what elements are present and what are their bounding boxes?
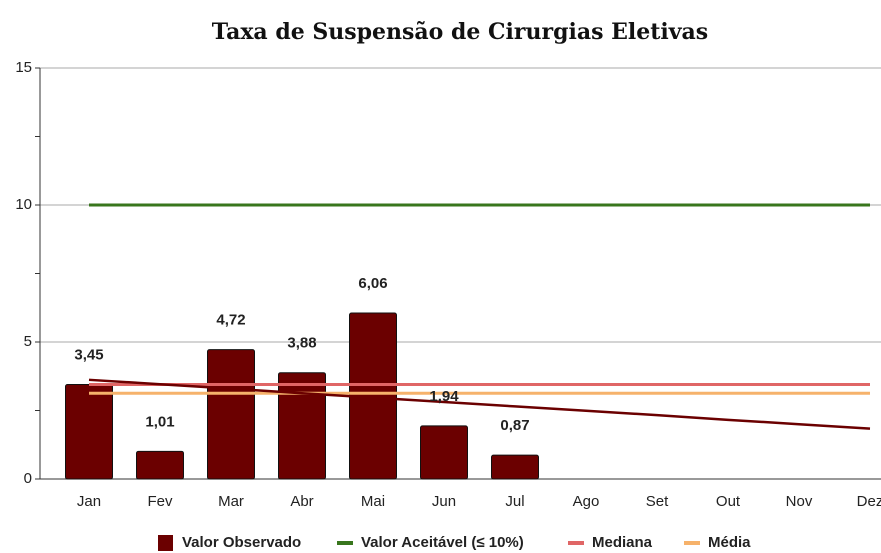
legend-label: Média	[708, 534, 751, 551]
value-label: 4,72	[216, 312, 245, 329]
bar	[207, 349, 255, 480]
legend-label: Valor Aceitável (≤ 10%)	[361, 534, 524, 551]
x-tick-label: Mai	[361, 493, 385, 510]
bar	[491, 454, 539, 480]
bar	[136, 450, 184, 480]
value-label: 6,06	[358, 275, 387, 292]
x-tick-label: Jun	[432, 493, 456, 510]
y-tick-label: 10	[15, 196, 32, 213]
legend-swatch	[158, 535, 173, 551]
x-tick-label: Fev	[147, 493, 173, 510]
bar	[278, 372, 326, 480]
x-tick-label: Ago	[573, 493, 600, 510]
x-tick-label: Jan	[77, 493, 101, 510]
x-tick-label: Mar	[218, 493, 244, 510]
value-label: 3,45	[74, 346, 103, 363]
legend-label: Valor Observado	[182, 534, 301, 551]
y-tick-label: 15	[15, 59, 32, 76]
legend-label: Mediana	[592, 534, 653, 551]
x-tick-label: Jul	[505, 493, 524, 510]
y-tick-label: 0	[24, 470, 32, 487]
value-label: 0,87	[500, 417, 529, 434]
y-tick-label: 5	[24, 333, 32, 350]
value-label: 1,94	[429, 388, 459, 405]
value-label: 1,01	[145, 413, 174, 430]
x-tick-label: Nov	[786, 493, 813, 510]
value-label: 3,88	[287, 335, 316, 352]
x-tick-label: Abr	[290, 493, 313, 510]
bar	[420, 425, 468, 480]
chart-title: Taxa de Suspensão de Cirurgias Eletivas	[212, 19, 708, 45]
x-tick-label: Dez	[857, 493, 881, 510]
x-tick-label: Set	[646, 493, 669, 510]
x-tick-label: Out	[716, 493, 741, 510]
trend-line	[88, 378, 871, 430]
bar	[65, 383, 113, 480]
